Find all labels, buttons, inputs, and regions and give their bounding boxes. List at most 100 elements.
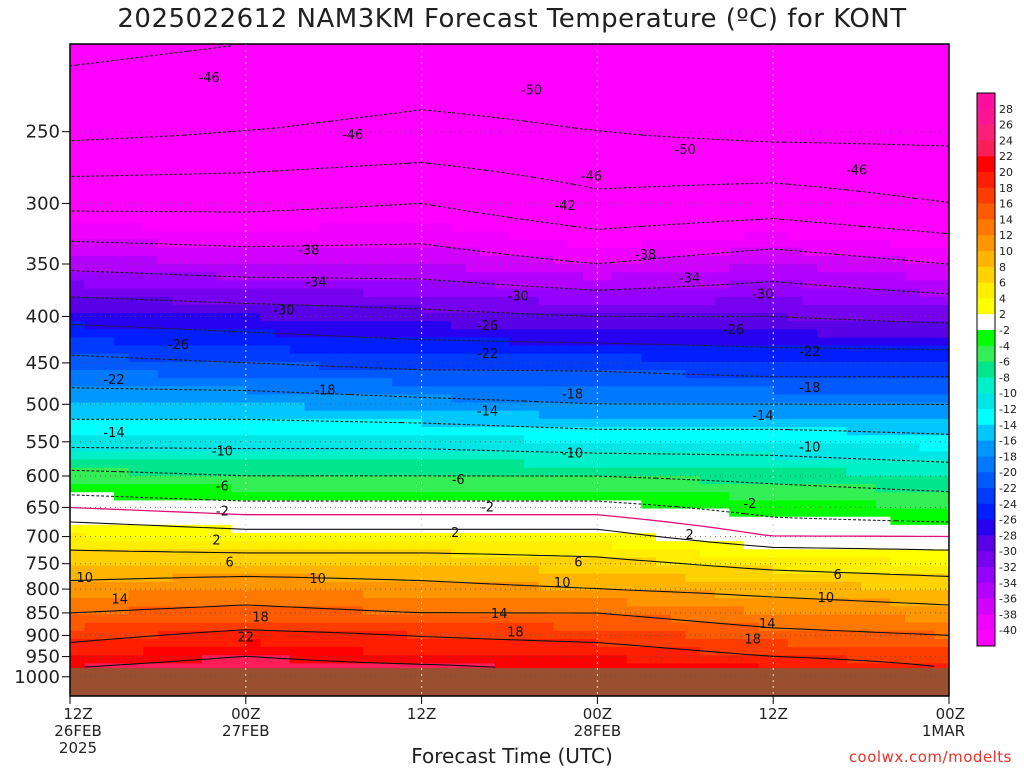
heat-cell xyxy=(392,638,408,648)
heat-cell xyxy=(348,60,364,70)
heat-cell xyxy=(436,215,452,224)
contour-label: 14 xyxy=(759,617,776,632)
heat-cell xyxy=(143,459,159,469)
heat-cell xyxy=(685,647,701,656)
heat-cell xyxy=(861,158,877,167)
heat-cell xyxy=(84,394,100,404)
heat-cell xyxy=(582,345,598,355)
heat-cell xyxy=(802,92,818,102)
heat-cell xyxy=(612,541,628,550)
heat-cell xyxy=(70,451,86,461)
heat-cell xyxy=(128,182,144,192)
heat-cell xyxy=(656,581,672,591)
heat-cell xyxy=(245,590,262,599)
heat-cell xyxy=(553,361,569,371)
heat-cell xyxy=(245,370,262,379)
heat-cell xyxy=(494,190,511,200)
heat-cell xyxy=(436,141,452,151)
heat-cell xyxy=(538,304,555,314)
heat-cell xyxy=(99,141,115,151)
heat-cell xyxy=(905,606,921,616)
heat-cell xyxy=(128,92,144,102)
heat-cell xyxy=(919,158,935,167)
heat-cell xyxy=(480,394,496,404)
heat-cell xyxy=(626,264,642,273)
heat-cell xyxy=(538,614,555,624)
heat-cell xyxy=(172,459,188,469)
heat-cell xyxy=(509,215,525,224)
heat-cell xyxy=(260,288,276,298)
colorbar-label: 12 xyxy=(999,229,1013,242)
heat-cell xyxy=(538,590,555,599)
contour-label: -34 xyxy=(679,271,700,286)
heat-cell xyxy=(919,92,935,102)
heat-cell xyxy=(861,345,877,355)
heat-cell xyxy=(670,149,686,159)
heat-cell xyxy=(597,573,613,583)
heat-cell xyxy=(846,60,862,70)
heat-cell xyxy=(685,541,701,550)
heat-cell xyxy=(406,370,423,379)
heat-cell xyxy=(597,565,613,575)
heat-cell xyxy=(113,386,130,396)
heat-cell xyxy=(84,590,100,599)
heat-cell xyxy=(626,500,642,510)
heat-cell xyxy=(84,288,100,298)
heat-cell xyxy=(406,484,423,493)
heat-cell xyxy=(275,394,291,404)
heat-cell xyxy=(406,125,423,135)
heat-cell xyxy=(494,68,511,78)
heat-cell xyxy=(846,149,862,159)
heat-cell xyxy=(289,573,305,583)
heat-cell xyxy=(817,565,833,575)
heat-cell xyxy=(333,182,349,192)
heat-cell xyxy=(157,418,174,428)
heat-cell xyxy=(260,345,276,355)
heat-cell xyxy=(670,158,686,167)
heat-cell xyxy=(509,149,525,159)
heat-cell xyxy=(758,190,774,200)
heat-cell xyxy=(494,215,511,224)
heat-cell xyxy=(743,337,760,347)
heat-cell xyxy=(846,272,862,281)
heat-cell xyxy=(802,272,818,281)
heat-cell xyxy=(626,435,642,444)
heat-cell xyxy=(275,630,291,640)
heat-cell xyxy=(919,312,935,322)
heat-cell xyxy=(304,484,320,493)
heat-cell xyxy=(113,630,130,640)
heat-cell xyxy=(289,92,305,102)
heat-cell xyxy=(729,76,745,86)
heat-cell xyxy=(260,549,276,559)
heat-cell xyxy=(450,475,467,485)
heat-cell xyxy=(905,84,921,94)
heat-cell xyxy=(348,321,364,330)
heat-cell xyxy=(582,207,598,216)
heat-cell xyxy=(260,410,276,420)
heat-cell xyxy=(84,166,100,175)
heat-cell xyxy=(450,329,467,338)
heat-cell xyxy=(260,329,276,338)
heat-cell xyxy=(99,239,115,249)
heat-cell xyxy=(538,459,555,469)
heat-cell xyxy=(172,321,188,330)
heat-cell xyxy=(333,92,349,102)
heat-cell xyxy=(348,345,364,355)
colorbar-swatch xyxy=(977,251,995,268)
heat-cell xyxy=(304,109,320,118)
heat-cell xyxy=(187,475,203,485)
heat-cell xyxy=(70,549,86,559)
heat-cell xyxy=(685,565,701,575)
heat-cell xyxy=(919,353,935,363)
heat-cell xyxy=(450,508,467,518)
heat-cell xyxy=(787,52,804,61)
heat-cell xyxy=(436,638,452,648)
heat-cell xyxy=(172,565,188,575)
heat-cell xyxy=(201,614,218,624)
heat-cell xyxy=(524,451,540,461)
heat-cell xyxy=(201,394,218,404)
heat-cell xyxy=(143,329,159,338)
heat-cell xyxy=(524,166,540,175)
heat-cell xyxy=(260,606,276,616)
heat-cell xyxy=(143,288,159,298)
